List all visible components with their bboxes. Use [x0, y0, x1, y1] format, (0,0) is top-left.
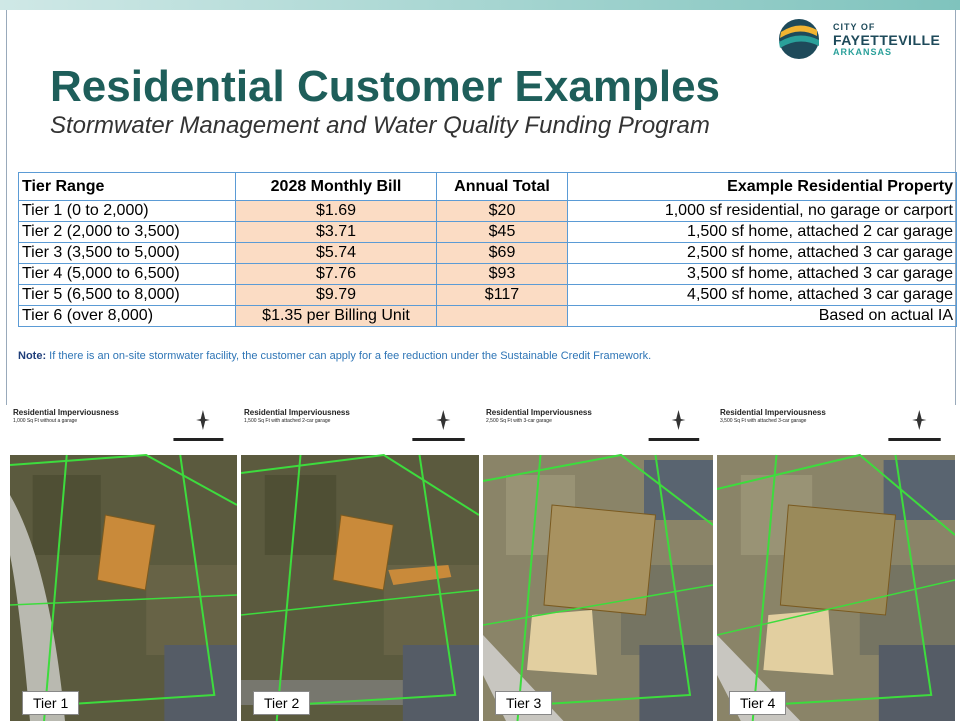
cell: $9.79 [236, 285, 437, 306]
title: Residential Customer Examples [50, 62, 720, 112]
map [717, 405, 955, 721]
cell: 3,500 sf home, attached 3 car garage [568, 264, 957, 285]
tier-label: Tier 1 [22, 691, 79, 715]
cell: Tier 1 (0 to 2,000) [19, 201, 236, 222]
map-shape [146, 565, 237, 655]
map-shape [763, 610, 833, 675]
cell: $45 [437, 222, 568, 243]
cell: Based on actual IA [568, 306, 957, 327]
map [241, 405, 479, 721]
panel-subtitle: 1,000 Sq Ft without a garage [13, 418, 77, 424]
note: Note: If there is an on-site stormwater … [18, 350, 651, 362]
cell: 2,500 sf home, attached 3 car garage [568, 243, 957, 264]
map-shape [639, 645, 713, 721]
cell: $20 [437, 201, 568, 222]
note-label: Note: [18, 350, 46, 362]
logo-mark [775, 16, 825, 62]
map-shape [403, 645, 479, 721]
map [10, 405, 237, 721]
map-shape [436, 410, 450, 430]
cell: 4,500 sf home, attached 3 car garage [568, 285, 957, 306]
map-shape [644, 460, 713, 520]
logo-line: CITY OF [833, 22, 875, 32]
map-shape [912, 410, 926, 430]
map-shape [412, 438, 464, 441]
note-text: If there is an on-site stormwater facili… [49, 350, 651, 362]
panel-title: Residential Imperviousness [486, 408, 592, 417]
panel-title: Residential Imperviousness [720, 408, 826, 417]
panel-subtitle: 2,500 Sq Ft with 3-car garage [486, 418, 552, 424]
cell: Tier 3 (3,500 to 5,000) [19, 243, 236, 264]
map [483, 405, 713, 721]
map-shape [879, 645, 955, 721]
logo-line: ARKANSAS [833, 47, 892, 57]
tier-label: Tier 4 [729, 691, 786, 715]
cell: $1.35 per Billing Unit [236, 306, 437, 327]
column-header: Annual Total [437, 173, 568, 201]
map-shape [33, 475, 101, 555]
column-header: Example Residential Property [568, 173, 957, 201]
panel-title: Residential Imperviousness [244, 408, 350, 417]
column-header: Tier Range [19, 173, 236, 201]
map-shape [196, 410, 210, 430]
cell: Tier 5 (6,500 to 8,000) [19, 285, 236, 306]
cell: $69 [437, 243, 568, 264]
cell: $1.69 [236, 201, 437, 222]
cell: $3.71 [236, 222, 437, 243]
tier-label: Tier 3 [495, 691, 552, 715]
panel-subtitle: 3,500 Sq Ft with attached 3-car garage [720, 418, 806, 424]
map-shape [527, 610, 597, 675]
cell: $117 [437, 285, 568, 306]
cell: 1,500 sf home, attached 2 car garage [568, 222, 957, 243]
tier-label: Tier 2 [253, 691, 310, 715]
cell: $7.76 [236, 264, 437, 285]
column-header: 2028 Monthly Bill [236, 173, 437, 201]
map-shape [97, 515, 155, 590]
top-band [0, 0, 960, 10]
map-shape [672, 410, 686, 430]
panel-subtitle: 1,500 Sq Ft with attached 2-car garage [244, 418, 330, 424]
cell: $93 [437, 264, 568, 285]
subtitle: Stormwater Management and Water Quality … [50, 112, 710, 140]
map-shape [888, 438, 940, 441]
logo: CITY OF FAYETTEVILLE ARKANSAS [775, 16, 955, 62]
cell: Tier 2 (2,000 to 3,500) [19, 222, 236, 243]
map-shape [884, 460, 955, 520]
cell: 1,000 sf residential, no garage or carpo… [568, 201, 957, 222]
slide: CITY OF FAYETTEVILLE ARKANSAS Residentia… [0, 0, 960, 721]
cell: $5.74 [236, 243, 437, 264]
panel-title: Residential Imperviousness [13, 408, 119, 417]
map-shape [164, 645, 237, 721]
cell: Tier 6 (over 8,000) [19, 306, 236, 327]
map-shape [173, 438, 223, 441]
cell: Tier 4 (5,000 to 6,500) [19, 264, 236, 285]
map-shape [649, 438, 700, 441]
logo-line: FAYETTEVILLE [833, 32, 940, 48]
map-shape [265, 475, 336, 555]
cell [437, 306, 568, 327]
table-row: Tier 6 (over 8,000)$1.35 per Billing Uni… [19, 306, 957, 327]
map-shape [333, 515, 393, 590]
